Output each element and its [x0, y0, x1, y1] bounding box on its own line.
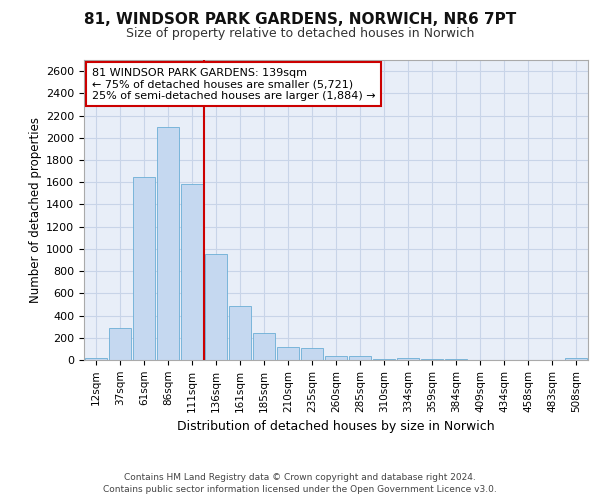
Bar	[229, 306, 251, 360]
Bar	[325, 356, 347, 360]
Bar	[277, 347, 299, 360]
Bar	[301, 348, 323, 360]
Y-axis label: Number of detached properties: Number of detached properties	[29, 117, 42, 303]
Bar	[181, 184, 203, 360]
Text: 81, WINDSOR PARK GARDENS, NORWICH, NR6 7PT: 81, WINDSOR PARK GARDENS, NORWICH, NR6 7…	[84, 12, 516, 28]
Bar	[205, 254, 227, 360]
Bar	[85, 358, 107, 360]
Text: Size of property relative to detached houses in Norwich: Size of property relative to detached ho…	[126, 28, 474, 40]
Bar	[157, 126, 179, 360]
Bar	[565, 358, 587, 360]
X-axis label: Distribution of detached houses by size in Norwich: Distribution of detached houses by size …	[177, 420, 495, 433]
Bar	[133, 176, 155, 360]
Text: Contains public sector information licensed under the Open Government Licence v3: Contains public sector information licen…	[103, 485, 497, 494]
Bar	[373, 359, 395, 360]
Text: Contains HM Land Registry data © Crown copyright and database right 2024.: Contains HM Land Registry data © Crown c…	[124, 472, 476, 482]
Bar	[349, 356, 371, 360]
Bar	[109, 328, 131, 360]
Text: 81 WINDSOR PARK GARDENS: 139sqm
← 75% of detached houses are smaller (5,721)
25%: 81 WINDSOR PARK GARDENS: 139sqm ← 75% of…	[92, 68, 375, 100]
Bar	[397, 358, 419, 360]
Bar	[253, 334, 275, 360]
